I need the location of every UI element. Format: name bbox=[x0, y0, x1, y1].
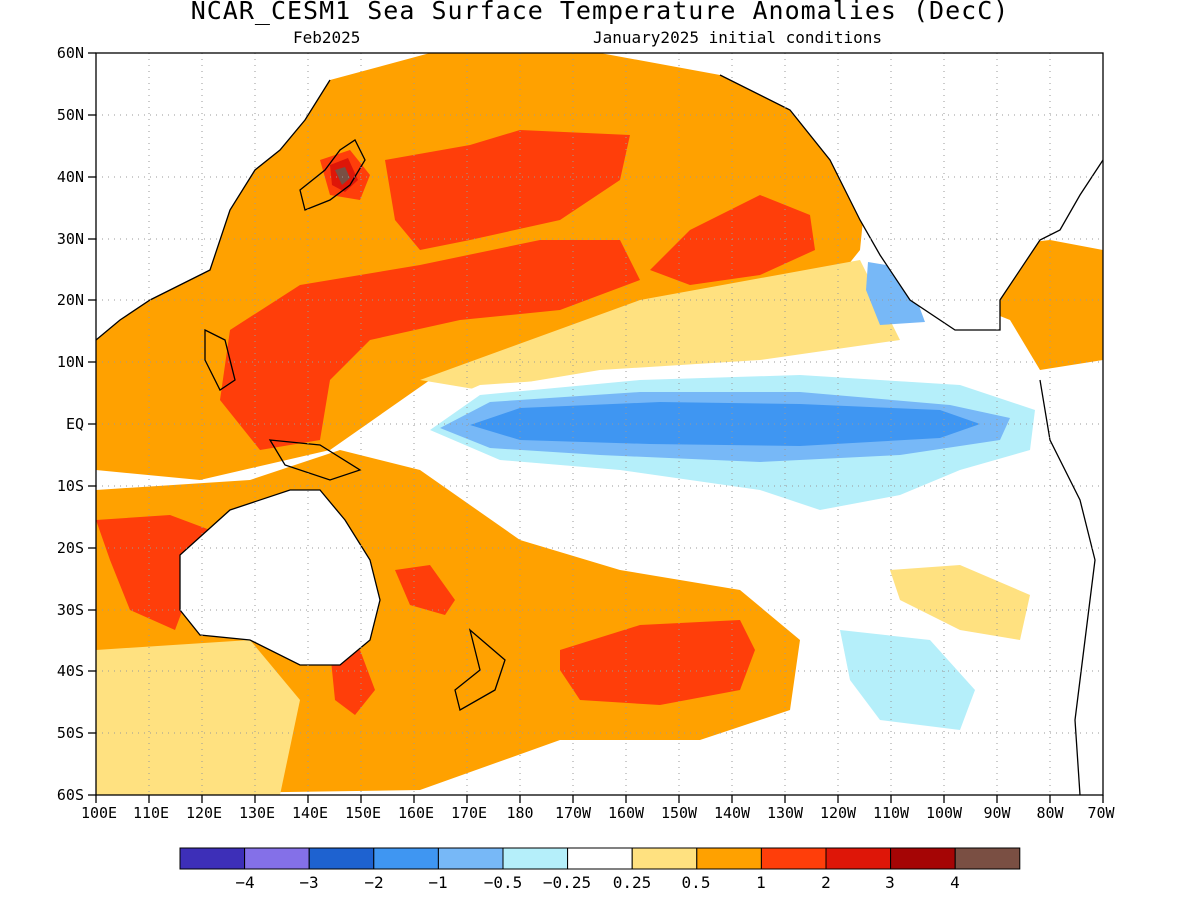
graticule bbox=[96, 53, 1103, 795]
lat-label: 60S bbox=[56, 786, 84, 804]
lat-label: EQ bbox=[65, 415, 84, 433]
anomaly-max-japan bbox=[335, 167, 350, 185]
lat-label: 50S bbox=[56, 724, 84, 742]
coastlines bbox=[95, 74, 1104, 796]
lat-label: 60N bbox=[56, 44, 84, 62]
coast-australia bbox=[179, 489, 381, 666]
colorbar-label: 3 bbox=[885, 873, 895, 892]
lon-label: 110W bbox=[872, 804, 910, 822]
lat-label: 10S bbox=[56, 477, 84, 495]
lon-label: 110E bbox=[132, 804, 170, 822]
lon-label: 160W bbox=[607, 804, 645, 822]
lon-label: 170W bbox=[554, 804, 592, 822]
colorbar-label: 1 bbox=[756, 873, 766, 892]
colorbar-label: 2 bbox=[821, 873, 831, 892]
colorbar-label: 0.5 bbox=[681, 873, 711, 892]
land-south-america bbox=[1040, 370, 1103, 795]
anomaly-cool-core bbox=[470, 402, 980, 446]
anomaly-red-southcentral bbox=[560, 620, 755, 705]
lat-label: 10N bbox=[56, 353, 84, 371]
lat-label: 20N bbox=[56, 291, 84, 309]
axis-ticks bbox=[88, 52, 1104, 803]
lon-label: 80W bbox=[1036, 804, 1064, 822]
anomaly-red-kuroshio bbox=[385, 130, 630, 250]
coast-asia bbox=[95, 79, 331, 341]
lon-label: 120W bbox=[819, 804, 857, 822]
anomaly-pale-north bbox=[420, 260, 900, 390]
anomaly-field bbox=[96, 53, 1103, 795]
land-australia bbox=[180, 490, 380, 665]
lon-label: 170E bbox=[450, 804, 488, 822]
lon-label: 100W bbox=[925, 804, 963, 822]
lat-label: 20S bbox=[56, 539, 84, 557]
coast-north-america bbox=[719, 74, 1104, 331]
colorbar-label: −1 bbox=[428, 873, 448, 892]
coast-south-america bbox=[1039, 379, 1096, 796]
lat-label: 50N bbox=[56, 106, 84, 124]
lon-label: 180 bbox=[506, 804, 534, 822]
lat-label: 40N bbox=[56, 168, 84, 186]
colorbar-label: 0.25 bbox=[612, 873, 652, 892]
colorbar-label: −0.5 bbox=[483, 873, 523, 892]
lon-label: 130E bbox=[238, 804, 276, 822]
lon-label: 150E bbox=[344, 804, 382, 822]
map-title: NCAR_CESM1 Sea Surface Temperature Anoma… bbox=[190, 0, 1010, 25]
initial-conditions-label: January2025 initial conditions bbox=[593, 28, 882, 47]
land-asia bbox=[96, 53, 430, 340]
land-north-america bbox=[600, 53, 1103, 330]
lon-label: 120E bbox=[185, 804, 223, 822]
lon-label: 140E bbox=[291, 804, 329, 822]
lon-label: 140W bbox=[713, 804, 751, 822]
coast-new-guinea bbox=[268, 439, 362, 481]
colorbar-label: 4 bbox=[950, 873, 960, 892]
anomaly-pale-southeast bbox=[890, 565, 1030, 640]
colorbar-label: −4 bbox=[235, 873, 255, 892]
anomaly-pale-south bbox=[96, 640, 300, 795]
colorbar-label: −0.25 bbox=[542, 873, 592, 892]
coast-new-zealand bbox=[454, 628, 506, 711]
anomaly-red-tasman bbox=[395, 565, 455, 615]
lon-label: 150W bbox=[660, 804, 698, 822]
anomaly-cool-south bbox=[840, 630, 975, 730]
forecast-month-label: Feb2025 bbox=[293, 28, 361, 47]
lat-label: 30N bbox=[56, 230, 84, 248]
colorbar-label: −2 bbox=[364, 873, 384, 892]
lon-label: 130W bbox=[766, 804, 804, 822]
lat-label: 40S bbox=[56, 662, 84, 680]
anomaly-red-subtropical bbox=[220, 240, 640, 450]
lon-label: 160E bbox=[397, 804, 435, 822]
coast-japan bbox=[299, 139, 366, 211]
lon-label: 100E bbox=[80, 804, 118, 822]
anomaly-red-tasmania bbox=[330, 650, 375, 715]
anomaly-cool-mexico bbox=[866, 262, 925, 325]
lon-label: 70W bbox=[1087, 804, 1115, 822]
lat-label: 30S bbox=[56, 601, 84, 619]
coast-philippines bbox=[204, 328, 236, 391]
colorbar-label: −3 bbox=[299, 873, 319, 892]
lon-label: 90W bbox=[983, 804, 1011, 822]
